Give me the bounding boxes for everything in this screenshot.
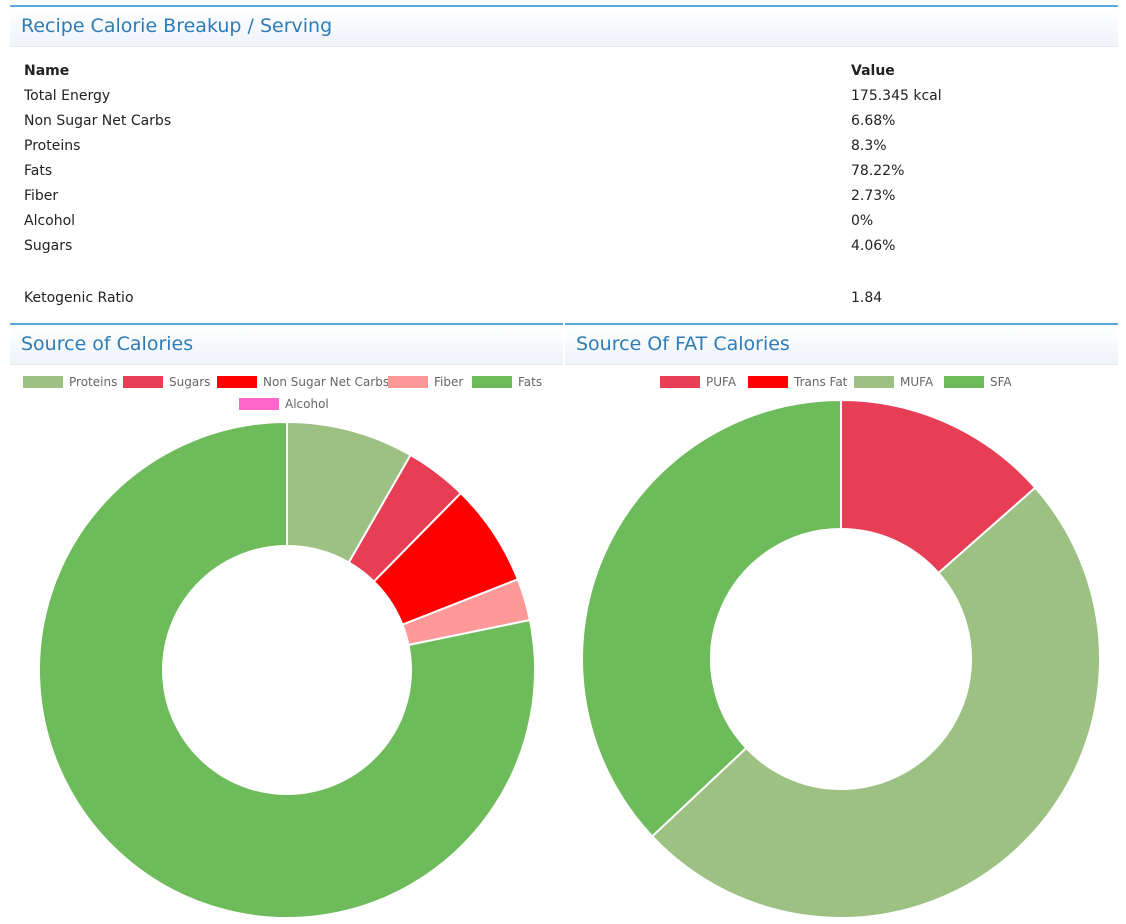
table-row: Proteins 8.3% [24, 138, 1114, 160]
legend-label: PUFA [706, 375, 737, 389]
legend-label: Trans Fat [794, 375, 848, 389]
column-header-value: Value [851, 63, 895, 79]
legend-label: Non Sugar Net Carbs [263, 375, 390, 389]
table-row: Non Sugar Net Carbs 6.68% [24, 113, 1114, 135]
table-row: Fiber 2.73% [24, 188, 1114, 210]
row-value: 0% [851, 213, 874, 229]
table-row: Fats 78.22% [24, 163, 1114, 185]
legend-label: Fats [518, 375, 543, 389]
source-of-calories-header: Source of Calories [10, 323, 563, 365]
row-name: Non Sugar Net Carbs [24, 113, 172, 129]
row-name: Total Energy [24, 88, 111, 104]
row-name: Sugars [24, 238, 73, 254]
legend-label: Proteins [69, 375, 118, 389]
ketogenic-ratio-row: Ketogenic Ratio 1.84 [24, 290, 1114, 312]
row-value: 78.22% [851, 163, 905, 179]
column-header-name: Name [24, 63, 70, 79]
slice-mufa[interactable] [650, 486, 1101, 920]
row-value: 175.345 kcal [851, 88, 942, 104]
legend-swatch [388, 376, 428, 388]
legend-swatch [944, 376, 984, 388]
row-value: 1.84 [851, 290, 883, 306]
table-header-row: Name Value [24, 63, 1114, 85]
legend-swatch [217, 376, 257, 388]
row-name: Alcohol [24, 213, 76, 229]
table-row: Sugars 4.06% [24, 238, 1114, 260]
source-of-calories-donut [38, 420, 536, 919]
row-name: Proteins [24, 138, 81, 154]
row-value: 2.73% [851, 188, 896, 204]
legend-swatch [123, 376, 163, 388]
row-name: Fats [24, 163, 53, 179]
legend-swatch [472, 376, 512, 388]
legend-label: MUFA [900, 375, 934, 389]
legend-label: Alcohol [285, 397, 329, 411]
source-of-fat-calories-title: Source Of FAT Calories [576, 333, 790, 355]
row-value: 8.3% [851, 138, 887, 154]
source-of-fat-calories-header: Source Of FAT Calories [565, 323, 1118, 365]
legend-swatch [854, 376, 894, 388]
slice-fats[interactable] [38, 420, 536, 919]
row-name: Fiber [24, 188, 59, 204]
table-row: Alcohol 0% [24, 213, 1114, 235]
source-of-calories-title: Source of Calories [21, 333, 194, 355]
calorie-breakup-header: Recipe Calorie Breakup / Serving [10, 5, 1118, 47]
source-of-fat-calories-donut [581, 398, 1101, 920]
legend-swatch [239, 398, 279, 410]
legend-swatch [748, 376, 788, 388]
legend-label: Sugars [169, 375, 211, 389]
row-value: 4.06% [851, 238, 896, 254]
row-value: 6.68% [851, 113, 896, 129]
table-row: Total Energy 175.345 kcal [24, 88, 1114, 110]
calorie-breakup-title: Recipe Calorie Breakup / Serving [21, 15, 333, 37]
row-name: Ketogenic Ratio [24, 290, 134, 306]
slice-sfa[interactable] [581, 398, 842, 838]
legend-swatch [23, 376, 63, 388]
legend-swatch [660, 376, 700, 388]
legend-label: SFA [990, 375, 1012, 389]
legend-label: Fiber [434, 375, 464, 389]
